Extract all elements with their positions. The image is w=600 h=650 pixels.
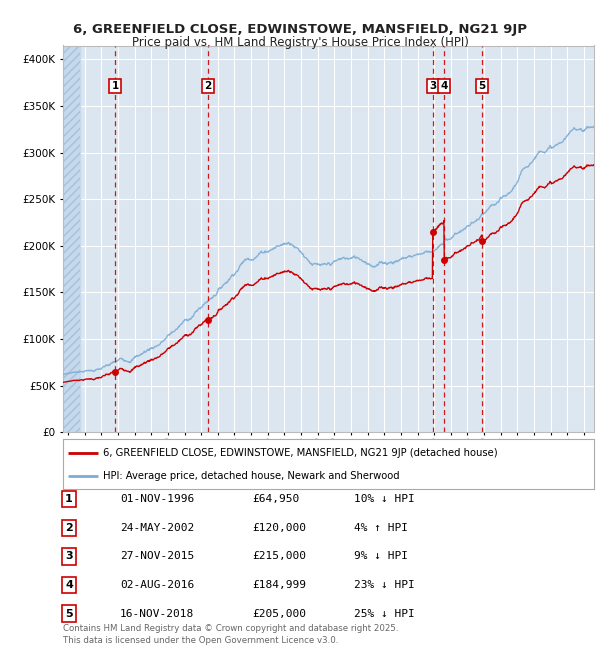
Text: 4: 4	[65, 580, 73, 590]
Text: 5: 5	[479, 81, 486, 91]
Text: 27-NOV-2015: 27-NOV-2015	[120, 551, 194, 562]
Text: 4: 4	[440, 81, 448, 91]
Text: 16-NOV-2018: 16-NOV-2018	[120, 608, 194, 619]
Text: 3: 3	[65, 551, 73, 562]
Text: 9% ↓ HPI: 9% ↓ HPI	[354, 551, 408, 562]
Text: Contains HM Land Registry data © Crown copyright and database right 2025.
This d: Contains HM Land Registry data © Crown c…	[63, 624, 398, 645]
Text: HPI: Average price, detached house, Newark and Sherwood: HPI: Average price, detached house, Newa…	[103, 471, 400, 482]
Text: 4% ↑ HPI: 4% ↑ HPI	[354, 523, 408, 533]
Text: 10% ↓ HPI: 10% ↓ HPI	[354, 494, 415, 504]
Text: 01-NOV-1996: 01-NOV-1996	[120, 494, 194, 504]
Text: 2: 2	[65, 523, 73, 533]
Text: 5: 5	[65, 608, 73, 619]
Text: 3: 3	[429, 81, 436, 91]
Text: £205,000: £205,000	[252, 608, 306, 619]
Text: 2: 2	[204, 81, 211, 91]
Bar	[63, 46, 80, 432]
Text: 6, GREENFIELD CLOSE, EDWINSTOWE, MANSFIELD, NG21 9JP (detached house): 6, GREENFIELD CLOSE, EDWINSTOWE, MANSFIE…	[103, 448, 497, 458]
Text: Price paid vs. HM Land Registry's House Price Index (HPI): Price paid vs. HM Land Registry's House …	[131, 36, 469, 49]
Text: 23% ↓ HPI: 23% ↓ HPI	[354, 580, 415, 590]
Text: 24-MAY-2002: 24-MAY-2002	[120, 523, 194, 533]
Text: 25% ↓ HPI: 25% ↓ HPI	[354, 608, 415, 619]
Text: £215,000: £215,000	[252, 551, 306, 562]
Text: 1: 1	[112, 81, 119, 91]
Text: 02-AUG-2016: 02-AUG-2016	[120, 580, 194, 590]
Text: 1: 1	[65, 494, 73, 504]
Text: £120,000: £120,000	[252, 523, 306, 533]
Bar	[63, 46, 80, 432]
Text: £64,950: £64,950	[252, 494, 299, 504]
Text: 6, GREENFIELD CLOSE, EDWINSTOWE, MANSFIELD, NG21 9JP: 6, GREENFIELD CLOSE, EDWINSTOWE, MANSFIE…	[73, 23, 527, 36]
Text: £184,999: £184,999	[252, 580, 306, 590]
